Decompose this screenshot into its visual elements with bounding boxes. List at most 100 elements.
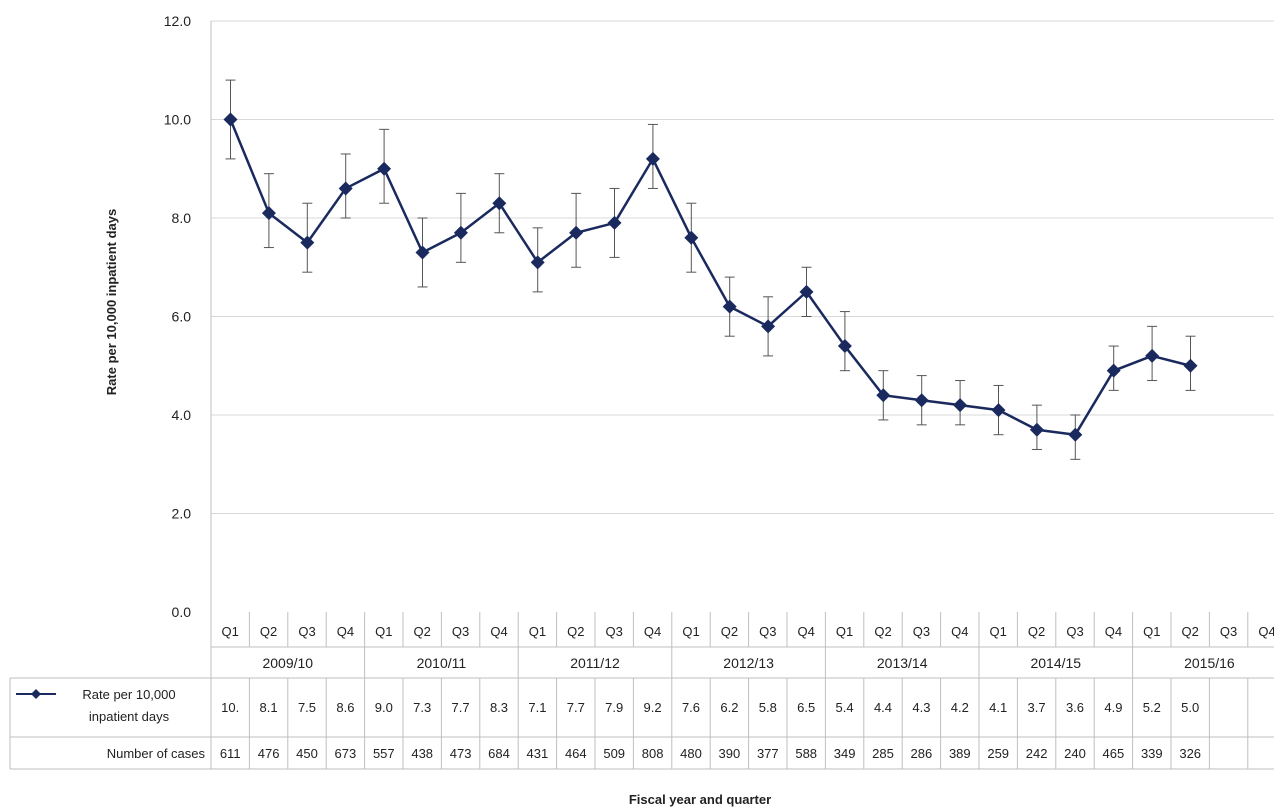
rate-value: 9.2 bbox=[644, 700, 662, 715]
data-point bbox=[876, 388, 891, 403]
quarter-label: Q2 bbox=[1028, 624, 1045, 639]
quarter-label: Q4 bbox=[951, 624, 968, 639]
quarter-label: Q3 bbox=[452, 624, 469, 639]
cases-value: 611 bbox=[220, 746, 241, 761]
data-point bbox=[415, 245, 430, 260]
quarter-label: Q1 bbox=[990, 624, 1007, 639]
cases-row-label: Number of cases bbox=[107, 746, 206, 761]
quarter-label: Q1 bbox=[375, 624, 392, 639]
y-tick-label: 2.0 bbox=[172, 506, 192, 522]
cases-value: 588 bbox=[795, 746, 817, 761]
fiscal-year-label: 2013/14 bbox=[877, 655, 928, 671]
rate-value: 6.5 bbox=[797, 700, 815, 715]
rate-value: 4.4 bbox=[874, 700, 892, 715]
cases-value: 390 bbox=[719, 746, 741, 761]
rate-value: 7.7 bbox=[452, 700, 470, 715]
cases-value: 339 bbox=[1141, 746, 1163, 761]
data-point bbox=[645, 151, 660, 166]
rate-value: 5.2 bbox=[1143, 700, 1161, 715]
rate-row-label: inpatient days bbox=[89, 709, 170, 724]
data-table: Q1 Q2 Q3 Q4 Q1 Q2 Q3 Q4 Q1 Q2 Q3 Q4 Q1 Q2 Q3 Q4 Q1 Q2 Q3 Q4… bbox=[9, 612, 1274, 770]
quarter-label: Q1 bbox=[222, 624, 239, 639]
data-point bbox=[261, 206, 276, 221]
data-point bbox=[300, 235, 315, 250]
cases-value: 465 bbox=[1103, 746, 1125, 761]
cases-value: 450 bbox=[296, 746, 318, 761]
cases-value: 377 bbox=[757, 746, 779, 761]
legend-marker-icon bbox=[31, 689, 41, 699]
fiscal-year-label: 2014/15 bbox=[1030, 655, 1081, 671]
cases-value: 464 bbox=[565, 746, 587, 761]
data-point bbox=[1068, 427, 1083, 442]
data-point bbox=[607, 215, 622, 230]
cases-value: 509 bbox=[603, 746, 625, 761]
data-point bbox=[722, 299, 737, 314]
quarter-label: Q4 bbox=[1105, 624, 1122, 639]
rate-value: 5.4 bbox=[836, 700, 854, 715]
cases-value: 476 bbox=[258, 746, 280, 761]
data-point bbox=[530, 255, 545, 270]
rate-value: 8.1 bbox=[260, 700, 278, 715]
cases-value: 431 bbox=[527, 746, 549, 761]
cases-value: 389 bbox=[949, 746, 971, 761]
data-point bbox=[953, 398, 968, 413]
quarter-label: Q3 bbox=[606, 624, 623, 639]
data-point bbox=[1145, 348, 1160, 363]
rate-value: 4.3 bbox=[912, 700, 930, 715]
data-point bbox=[799, 284, 814, 299]
rate-value: 7.5 bbox=[298, 700, 316, 715]
y-tick-label: 8.0 bbox=[172, 210, 192, 226]
rate-value: 8.6 bbox=[336, 700, 354, 715]
rate-value: 3.6 bbox=[1066, 700, 1084, 715]
quarter-label: Q4 bbox=[1258, 624, 1274, 639]
data-point bbox=[761, 319, 776, 334]
rate-value: 5.0 bbox=[1181, 700, 1199, 715]
rate-value: 7.9 bbox=[605, 700, 623, 715]
fiscal-year-label: 2015/16 bbox=[1184, 655, 1235, 671]
rate-value: 4.1 bbox=[989, 700, 1007, 715]
series-line bbox=[229, 119, 1191, 436]
cases-value: 240 bbox=[1064, 746, 1086, 761]
series-markers bbox=[223, 112, 1198, 442]
cases-value: 286 bbox=[911, 746, 933, 761]
rate-row-label: Rate per 10,000 bbox=[82, 687, 175, 702]
data-point bbox=[453, 225, 468, 240]
rate-value: 4.9 bbox=[1104, 700, 1122, 715]
data-point bbox=[914, 393, 929, 408]
rate-value: 10. bbox=[221, 700, 239, 715]
x-axis-title: Fiscal year and quarter bbox=[629, 792, 771, 807]
rate-value: 9.0 bbox=[375, 700, 393, 715]
cases-value: 557 bbox=[373, 746, 395, 761]
cases-value: 684 bbox=[488, 746, 510, 761]
cases-value: 326 bbox=[1179, 746, 1201, 761]
quarter-label: Q2 bbox=[567, 624, 584, 639]
gridlines bbox=[211, 20, 1274, 514]
quarter-label: Q4 bbox=[798, 624, 815, 639]
quarter-label: Q3 bbox=[1220, 624, 1237, 639]
quarter-label: Q1 bbox=[836, 624, 853, 639]
quarter-label: Q2 bbox=[721, 624, 738, 639]
quarter-label: Q3 bbox=[759, 624, 776, 639]
rate-value: 6.2 bbox=[720, 700, 738, 715]
data-point bbox=[1183, 358, 1198, 373]
y-tick-label: 4.0 bbox=[172, 407, 192, 423]
quarter-label: Q3 bbox=[1066, 624, 1083, 639]
quarter-label: Q1 bbox=[682, 624, 699, 639]
cases-value: 473 bbox=[450, 746, 472, 761]
data-point bbox=[1106, 363, 1121, 378]
rate-value: 7.6 bbox=[682, 700, 700, 715]
cases-value: 259 bbox=[987, 746, 1009, 761]
rate-value: 8.3 bbox=[490, 700, 508, 715]
quarter-label: Q3 bbox=[298, 624, 315, 639]
quarter-label: Q4 bbox=[337, 624, 354, 639]
rate-value: 4.2 bbox=[951, 700, 969, 715]
fiscal-year-label: 2009/10 bbox=[262, 655, 313, 671]
quarter-label: Q4 bbox=[644, 624, 661, 639]
cases-value: 673 bbox=[335, 746, 357, 761]
rate-value: 7.1 bbox=[528, 700, 546, 715]
cases-value: 480 bbox=[680, 746, 702, 761]
quarter-label: Q2 bbox=[260, 624, 277, 639]
rate-value: 7.3 bbox=[413, 700, 431, 715]
y-axis-title: Rate per 10,000 inpatient days bbox=[104, 209, 119, 395]
